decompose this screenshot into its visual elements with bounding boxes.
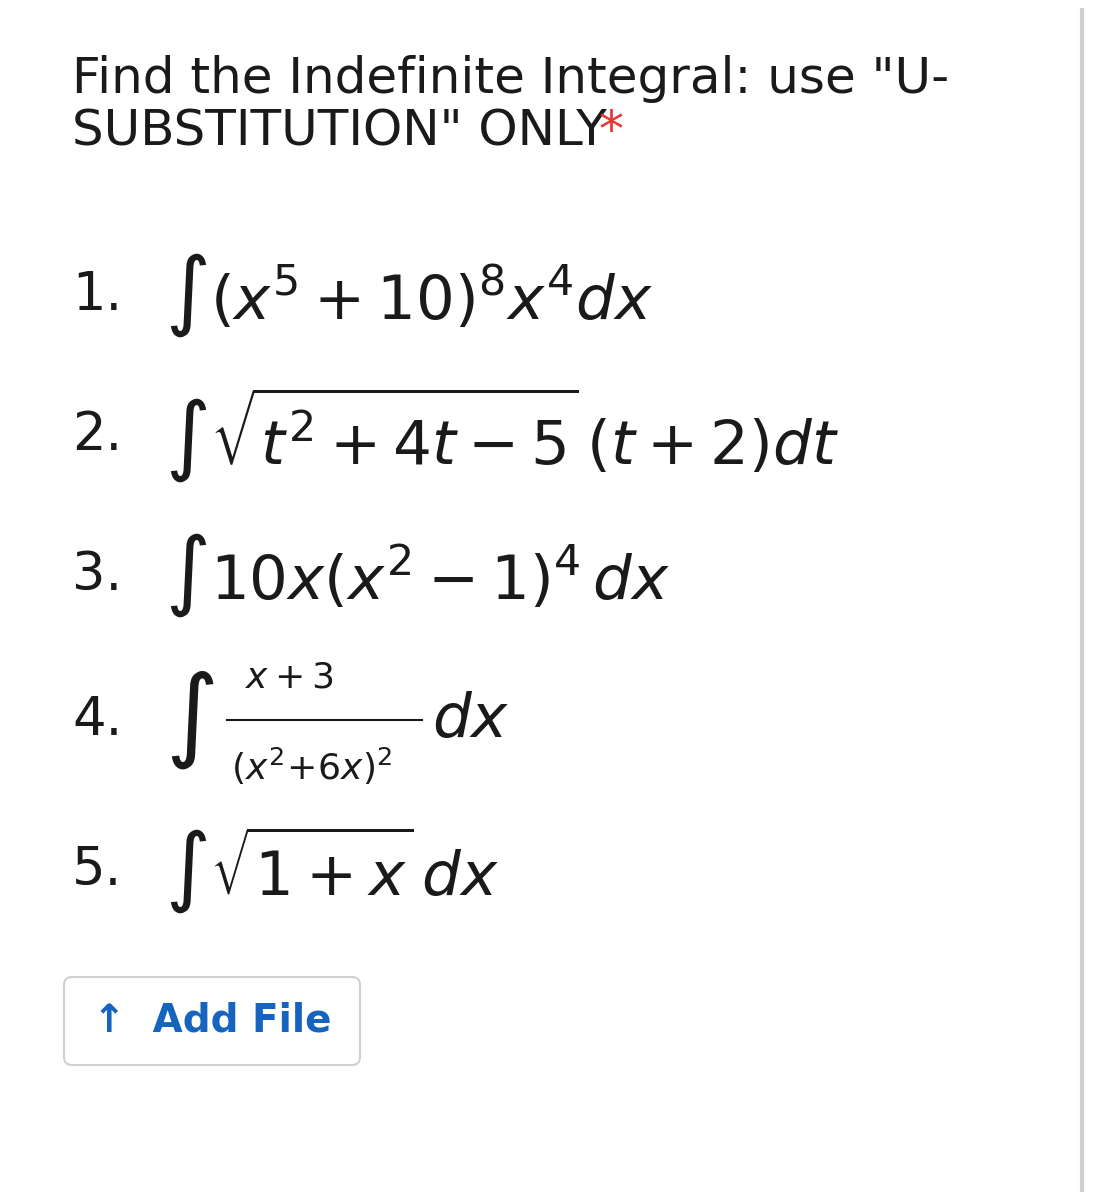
Text: 1.: 1. — [72, 269, 122, 320]
Text: $\int 10x(x^2 - 1)^4\,dx$: $\int 10x(x^2 - 1)^4\,dx$ — [165, 532, 671, 619]
Text: 3.: 3. — [72, 550, 122, 601]
FancyBboxPatch shape — [64, 977, 360, 1066]
Text: Find the Indefinite Integral: use "U-: Find the Indefinite Integral: use "U- — [72, 55, 950, 103]
Text: $x+3$: $x+3$ — [245, 660, 334, 694]
Text: $\int$: $\int$ — [165, 668, 215, 772]
Text: ↑  Add File: ↑ Add File — [92, 1002, 331, 1040]
Text: *: * — [598, 108, 623, 156]
Text: SUBSTITUTION" ONLY: SUBSTITUTION" ONLY — [72, 108, 623, 156]
Text: 4.: 4. — [72, 694, 122, 746]
Text: $\int \sqrt{1 + x}\,dx$: $\int \sqrt{1 + x}\,dx$ — [165, 824, 499, 916]
Text: $\int \sqrt{t^2 + 4t - 5}\,(t + 2)dt$: $\int \sqrt{t^2 + 4t - 5}\,(t + 2)dt$ — [165, 385, 838, 485]
Text: $\int(x^5 + 10)^8x^4dx$: $\int(x^5 + 10)^8x^4dx$ — [165, 251, 653, 338]
Text: 5.: 5. — [72, 844, 122, 896]
Text: $(x^2\!+\!6x)^2$: $(x^2\!+\!6x)^2$ — [231, 746, 393, 787]
Text: 2.: 2. — [72, 409, 122, 461]
Text: $dx$: $dx$ — [431, 690, 509, 750]
